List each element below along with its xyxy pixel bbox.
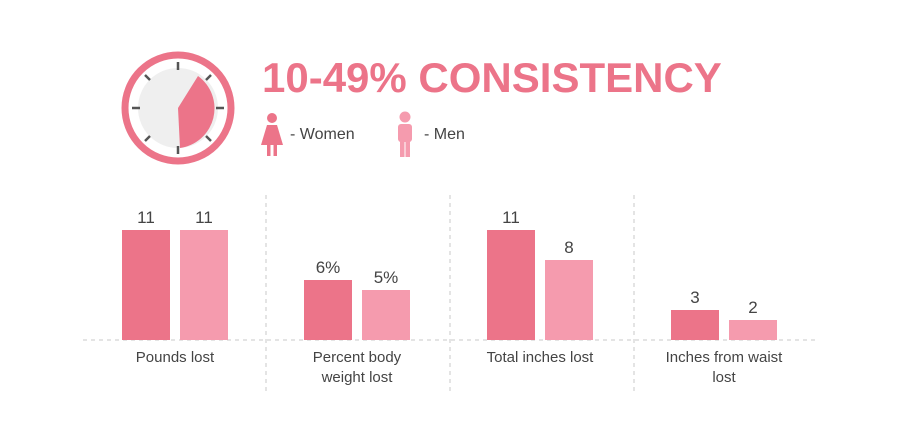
women-icon [261,113,283,156]
category-label: Percent body weight lost [312,349,402,386]
value-label: 11 [502,208,520,227]
legend-label: - Women [290,126,355,143]
legend-label: - Men [424,126,465,143]
bar [487,230,535,340]
men-icon [398,111,412,157]
category-label: Inches from waist lost [665,349,783,386]
bar [362,290,410,340]
bar [545,260,593,340]
bar [729,320,777,340]
bar [180,230,228,340]
bar [122,230,170,340]
value-label: 5% [374,268,399,287]
value-label: 11 [137,208,155,227]
value-label: 11 [195,208,213,227]
bar [304,280,352,340]
value-label: 3 [690,288,699,307]
value-label: 8 [564,238,573,257]
bar [671,310,719,340]
clock-icon [121,51,235,165]
category-label: Total inches lost [486,349,594,366]
chart-title: 10-49% CONSISTENCY [262,54,722,101]
value-label: 6% [316,258,341,277]
category-label: Pounds lost [135,349,215,366]
value-label: 2 [748,298,757,317]
